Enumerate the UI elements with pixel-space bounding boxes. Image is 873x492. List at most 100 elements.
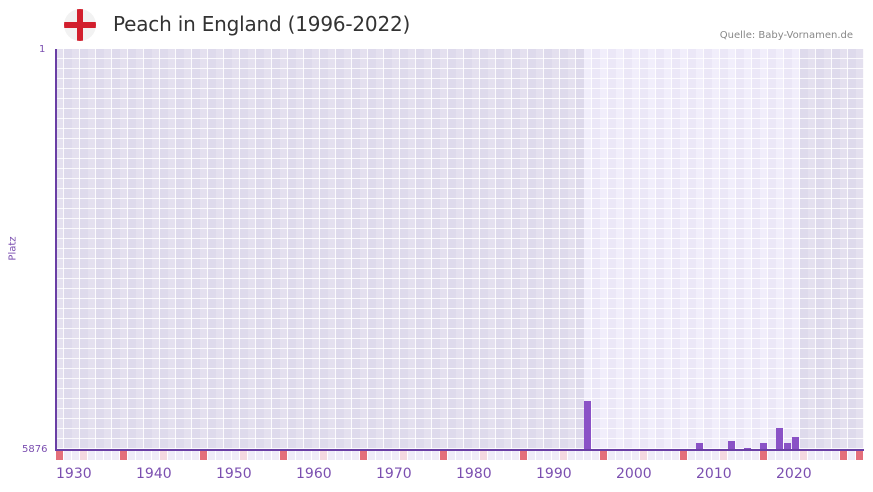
year-marker bbox=[264, 451, 271, 460]
year-marker bbox=[792, 451, 799, 460]
year-marker bbox=[136, 451, 143, 460]
plot-area bbox=[56, 49, 864, 450]
y-axis-title: Platz bbox=[7, 236, 19, 261]
year-marker bbox=[560, 451, 567, 460]
year-marker bbox=[680, 451, 687, 460]
bar-2022[interactable] bbox=[792, 437, 799, 450]
bar-2020[interactable] bbox=[776, 428, 783, 450]
year-marker bbox=[128, 451, 135, 460]
year-marker bbox=[304, 451, 311, 460]
year-marker bbox=[808, 451, 815, 460]
year-marker bbox=[648, 451, 655, 460]
year-marker bbox=[800, 451, 807, 460]
year-marker bbox=[296, 451, 303, 460]
year-marker bbox=[288, 451, 295, 460]
year-marker bbox=[520, 451, 527, 460]
year-marker bbox=[632, 451, 639, 460]
year-marker bbox=[280, 451, 287, 460]
year-marker bbox=[768, 451, 775, 460]
year-marker bbox=[744, 451, 751, 460]
year-marker bbox=[216, 451, 223, 460]
year-marker bbox=[200, 451, 207, 460]
year-marker bbox=[208, 451, 215, 460]
bar-2014[interactable] bbox=[728, 440, 735, 450]
year-marker bbox=[848, 451, 855, 460]
year-marker bbox=[176, 451, 183, 460]
year-marker bbox=[832, 451, 839, 460]
year-marker bbox=[160, 451, 167, 460]
x-tick-label: 1930 bbox=[56, 466, 92, 482]
year-marker bbox=[776, 451, 783, 460]
year-marker bbox=[192, 451, 199, 460]
year-marker bbox=[448, 451, 455, 460]
bar-2018[interactable] bbox=[760, 442, 767, 450]
year-marker bbox=[592, 451, 599, 460]
year-marker bbox=[512, 451, 519, 460]
year-marker bbox=[408, 451, 415, 460]
year-marker bbox=[696, 451, 703, 460]
chart-title: Peach in England (1996-2022) bbox=[113, 12, 411, 36]
y-axis-top-label: 1 bbox=[39, 44, 46, 55]
year-marker bbox=[320, 451, 327, 460]
year-marker bbox=[488, 451, 495, 460]
year-marker bbox=[528, 451, 535, 460]
bar-2021[interactable] bbox=[784, 442, 791, 450]
year-marker bbox=[400, 451, 407, 460]
year-marker bbox=[368, 451, 375, 460]
year-marker bbox=[656, 451, 663, 460]
year-marker bbox=[152, 451, 159, 460]
source-credit: Quelle: Baby-Vornamen.de bbox=[719, 30, 853, 41]
year-marker bbox=[328, 451, 335, 460]
year-marker bbox=[72, 451, 79, 460]
bar-2010[interactable] bbox=[696, 442, 703, 450]
year-marker bbox=[728, 451, 735, 460]
x-tick-label: 2020 bbox=[776, 466, 812, 482]
bar-1996[interactable] bbox=[584, 400, 591, 450]
year-marker bbox=[56, 451, 63, 460]
year-marker bbox=[608, 451, 615, 460]
year-marker bbox=[752, 451, 759, 460]
year-marker bbox=[688, 451, 695, 460]
year-marker bbox=[480, 451, 487, 460]
year-marker bbox=[104, 451, 111, 460]
year-marker bbox=[472, 451, 479, 460]
year-marker bbox=[720, 451, 727, 460]
year-marker bbox=[392, 451, 399, 460]
year-marker bbox=[224, 451, 231, 460]
year-marker bbox=[88, 451, 95, 460]
year-marker bbox=[344, 451, 351, 460]
year-marker bbox=[736, 451, 743, 460]
y-axis-bottom-label: 5876 bbox=[22, 444, 48, 455]
year-marker bbox=[856, 451, 863, 460]
y-axis-line bbox=[55, 49, 57, 451]
x-axis-line bbox=[56, 449, 864, 451]
year-marker bbox=[120, 451, 127, 460]
year-marker bbox=[504, 451, 511, 460]
year-marker bbox=[232, 451, 239, 460]
year-marker bbox=[312, 451, 319, 460]
year-marker bbox=[704, 451, 711, 460]
year-marker bbox=[584, 451, 591, 460]
year-marker bbox=[568, 451, 575, 460]
year-marker bbox=[360, 451, 367, 460]
year-marker bbox=[640, 451, 647, 460]
year-marker bbox=[576, 451, 583, 460]
year-marker bbox=[464, 451, 471, 460]
year-marker bbox=[440, 451, 447, 460]
year-marker bbox=[784, 451, 791, 460]
x-tick-label: 2010 bbox=[696, 466, 732, 482]
year-marker bbox=[424, 451, 431, 460]
x-tick-label: 1950 bbox=[216, 466, 252, 482]
x-tick-label: 1980 bbox=[456, 466, 492, 482]
year-marker bbox=[248, 451, 255, 460]
year-marker bbox=[824, 451, 831, 460]
year-marker bbox=[552, 451, 559, 460]
year-marker bbox=[416, 451, 423, 460]
year-marker bbox=[96, 451, 103, 460]
year-marker bbox=[184, 451, 191, 460]
year-marker bbox=[144, 451, 151, 460]
year-marker bbox=[616, 451, 623, 460]
x-tick-label: 1940 bbox=[136, 466, 172, 482]
year-marker bbox=[384, 451, 391, 460]
grid-rows bbox=[56, 49, 864, 450]
